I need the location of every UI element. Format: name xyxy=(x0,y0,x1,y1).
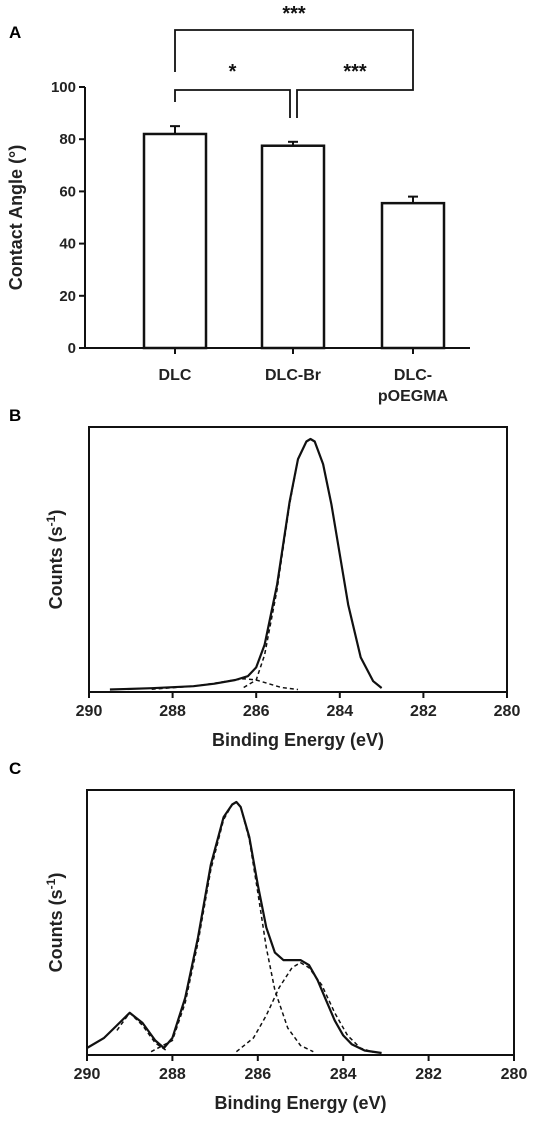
x-tick-label: 280 xyxy=(501,1066,528,1083)
fit-component-curve xyxy=(243,438,383,689)
a-significance-label: * xyxy=(229,61,237,83)
panel-a-label: A xyxy=(9,23,21,42)
a-y-tick-label: 20 xyxy=(59,288,76,305)
x-tick-label: 290 xyxy=(74,1066,101,1083)
a-y-tick-label: 80 xyxy=(59,131,76,148)
panel-c-x-axis-label: Binding Energy (eV) xyxy=(214,1093,386,1113)
panel-a-significance: * ****** xyxy=(174,3,414,118)
a-significance-bracket xyxy=(174,89,291,118)
a-significance-bracket xyxy=(174,29,414,72)
x-tick-label: 284 xyxy=(326,703,353,720)
panel-c-xps-spectrum: C 290 288 286 284 282 280 Binding Energy (eV)… xyxy=(9,759,527,1113)
a-significance-label: *** xyxy=(282,3,306,25)
x-tick-label: 290 xyxy=(76,703,103,720)
envelope-curve xyxy=(86,800,382,1055)
a-x-tick-label: pOEGMA xyxy=(378,388,449,405)
panel-b-y-axis-label: Counts (s-1) xyxy=(44,510,66,610)
a-bar xyxy=(142,132,208,350)
panel-a-axes: 0 20 40 60 80 100 DLC DLC-Br DLC-pOEGMA xyxy=(51,79,470,405)
panel-a-bars xyxy=(142,125,446,350)
a-bar xyxy=(260,144,326,350)
a-y-tick-label: 60 xyxy=(59,183,76,200)
fit-component-curve xyxy=(235,961,374,1053)
panel-b-plot: 290 288 286 284 282 280 xyxy=(76,426,521,720)
a-y-tick-label: 0 xyxy=(68,340,76,357)
a-x-tick-label: DLC- xyxy=(394,367,432,384)
plot-frame xyxy=(86,789,515,1056)
panel-c-y-axis-label: Counts (s-1) xyxy=(44,873,66,973)
fit-component-curve xyxy=(116,1012,169,1053)
a-y-tick-label: 40 xyxy=(59,236,76,253)
x-tick-label: 280 xyxy=(494,703,521,720)
x-tick-label: 286 xyxy=(244,1066,271,1083)
a-bar xyxy=(380,201,446,350)
panel-a-y-axis-label: Contact Angle (°) xyxy=(6,145,26,291)
fit-component-curve xyxy=(150,801,314,1053)
panel-c-label: C xyxy=(9,759,21,778)
x-tick-label: 282 xyxy=(410,703,437,720)
panel-c-plot: 290 288 286 284 282 280 xyxy=(74,789,528,1083)
plot-frame xyxy=(88,426,508,693)
panel-b-xps-spectrum: B 290 288 286 284 282 280 Binding Energy (eV)… xyxy=(9,406,520,750)
x-tick-label: 288 xyxy=(159,1066,186,1083)
a-x-tick-label: DLC-Br xyxy=(265,367,321,384)
x-tick-label: 284 xyxy=(330,1066,357,1083)
panel-b-label: B xyxy=(9,406,21,425)
a-significance-label: *** xyxy=(343,61,367,83)
a-x-tick-label: DLC xyxy=(159,367,192,384)
a-significance-bracket xyxy=(296,72,414,118)
panel-b-x-axis-label: Binding Energy (eV) xyxy=(212,730,384,750)
fit-component-curve xyxy=(151,677,299,691)
x-tick-label: 286 xyxy=(243,703,270,720)
x-tick-label: 288 xyxy=(159,703,186,720)
a-y-tick-label: 100 xyxy=(51,79,76,96)
x-tick-label: 282 xyxy=(415,1066,442,1083)
